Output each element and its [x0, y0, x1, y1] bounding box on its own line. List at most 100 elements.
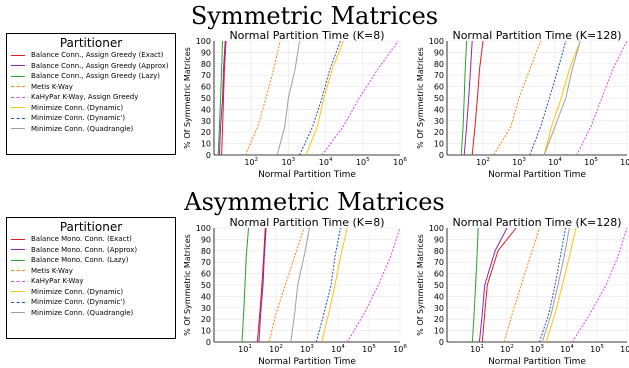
y-tick-label: 10 — [201, 140, 211, 149]
y-tick-label: 90 — [201, 48, 211, 57]
y-tick-label: 100 — [429, 37, 444, 46]
legend-swatch — [11, 117, 25, 119]
y-tick-label: 80 — [434, 247, 444, 256]
legend-swatch — [11, 65, 25, 67]
legend-item: Balance Mono. Conn. (Lazy) — [7, 255, 175, 266]
y-axis-label: % Of Symmetric Matrices — [416, 234, 425, 336]
x-tick-label: 102 — [476, 157, 490, 167]
chart-title: Normal Partition Time (K=8) — [229, 29, 384, 42]
legend-asymmetric: Partitioner Balance Mono. Conn. (Exact) B… — [6, 217, 176, 339]
y-tick-label: 20 — [434, 128, 444, 137]
y-tick-label: 90 — [434, 48, 444, 57]
x-tick-label: 102 — [500, 344, 514, 354]
x-tick-label: 105 — [362, 344, 376, 354]
y-tick-label: 60 — [201, 83, 211, 92]
y-tick-label: 0 — [439, 151, 444, 160]
series-line — [299, 40, 341, 156]
series-line — [256, 227, 266, 343]
legend-item: Balance Conn., Assign Greedy (Approx) — [7, 61, 175, 72]
y-tick-label: 60 — [201, 270, 211, 279]
series-line — [241, 227, 249, 343]
legend-label: Balance Mono. Conn. (Exact) — [31, 235, 132, 244]
y-tick-label: 40 — [201, 292, 211, 301]
x-axis-label: Normal Partition Time — [258, 357, 356, 367]
series-line — [571, 227, 628, 343]
series-line — [471, 40, 484, 156]
y-tick-label: 30 — [434, 117, 444, 126]
x-tick-label: 104 — [548, 157, 562, 167]
legend-item: Balance Conn., Assign Greedy (Lazy) — [7, 71, 175, 82]
y-tick-label: 80 — [201, 247, 211, 256]
series-line — [543, 40, 581, 156]
y-tick-label: 0 — [206, 338, 211, 347]
legend-label: Balance Conn., Assign Greedy (Lazy) — [31, 72, 161, 81]
series-line — [493, 40, 542, 156]
series-line — [244, 40, 281, 156]
section-title-symmetric: Symmetric Matrices — [190, 2, 439, 30]
x-tick-label: 104 — [319, 157, 333, 167]
legend-swatch — [11, 270, 25, 272]
legend-item: Metis K-Way — [7, 266, 175, 277]
legend-item: Minimize Conn. (Dynamic') — [7, 113, 175, 124]
series-line — [576, 40, 628, 156]
legend-symmetric: Partitioner Balance Conn., Assign Greedy… — [6, 33, 176, 155]
y-tick-label: 60 — [434, 270, 444, 279]
chart-title: Normal Partition Time (K=128) — [452, 29, 621, 42]
y-tick-label: 30 — [201, 117, 211, 126]
series-line — [276, 40, 301, 156]
y-tick-label: 70 — [434, 258, 444, 267]
series-line — [503, 227, 540, 343]
legend-swatch — [11, 280, 25, 282]
y-tick-label: 20 — [201, 315, 211, 324]
series-line — [321, 40, 399, 156]
legend-swatch — [11, 107, 25, 109]
legend-label: Metis K-Way — [31, 82, 73, 91]
series-line — [545, 227, 577, 343]
y-tick-label: 40 — [201, 105, 211, 114]
legend-swatch — [11, 75, 25, 77]
legend-item: Minimize Conn. (Quadrangle) — [7, 308, 175, 319]
y-tick-label: 40 — [434, 292, 444, 301]
legend-title: Partitioner — [59, 36, 123, 50]
series-line — [321, 227, 348, 343]
legend-item: Minimize Conn. (Quadrangle) — [7, 124, 175, 135]
legend-item: Balance Mono. Conn. (Exact) — [7, 234, 175, 245]
y-tick-label: 70 — [201, 258, 211, 267]
legend-label: Minimize Conn. (Dynamic) — [31, 103, 124, 112]
y-tick-label: 20 — [434, 315, 444, 324]
series-line — [543, 40, 581, 156]
y-axis-label: % Of Symmetric Matrices — [183, 47, 192, 149]
chart-title: Normal Partition Time (K=128) — [452, 216, 621, 229]
legend-label: Minimize Conn. (Dynamic') — [31, 114, 126, 123]
legend-swatch — [11, 96, 25, 98]
y-tick-label: 0 — [206, 151, 211, 160]
x-tick-label: 103 — [512, 157, 526, 167]
x-tick-label: 105 — [590, 344, 604, 354]
x-tick-label: 106 — [393, 344, 407, 354]
x-axis-label: Normal Partition Time — [258, 170, 356, 180]
legend-swatch — [11, 259, 25, 261]
legend-swatch — [11, 54, 25, 56]
legend-label: Minimize Conn. (Dynamic) — [31, 287, 124, 296]
legend-title: Partitioner — [59, 220, 123, 234]
x-tick-label: 102 — [269, 344, 283, 354]
x-axis-label: Normal Partition Time — [488, 170, 586, 180]
y-tick-label: 50 — [434, 94, 444, 103]
legend-label: Balance Mono. Conn. (Lazy) — [31, 256, 129, 265]
y-tick-label: 90 — [201, 235, 211, 244]
legend-item: Minimize Conn. (Dynamic') — [7, 297, 175, 308]
x-tick-label: 106 — [620, 344, 629, 354]
legend-swatch — [11, 291, 25, 293]
y-tick-label: 0 — [439, 338, 444, 347]
y-tick-label: 10 — [434, 327, 444, 336]
y-tick-label: 50 — [201, 94, 211, 103]
legend-label: Minimize Conn. (Dynamic') — [31, 298, 126, 307]
series-line — [478, 227, 508, 343]
legend-item: Minimize Conn. (Dynamic) — [7, 287, 175, 298]
x-tick-label: 104 — [560, 344, 574, 354]
series-line — [541, 227, 570, 343]
legend-label: KaHyPar K-Way, Assign Greedy — [31, 93, 139, 102]
y-tick-label: 100 — [429, 224, 444, 233]
y-tick-label: 80 — [201, 60, 211, 69]
